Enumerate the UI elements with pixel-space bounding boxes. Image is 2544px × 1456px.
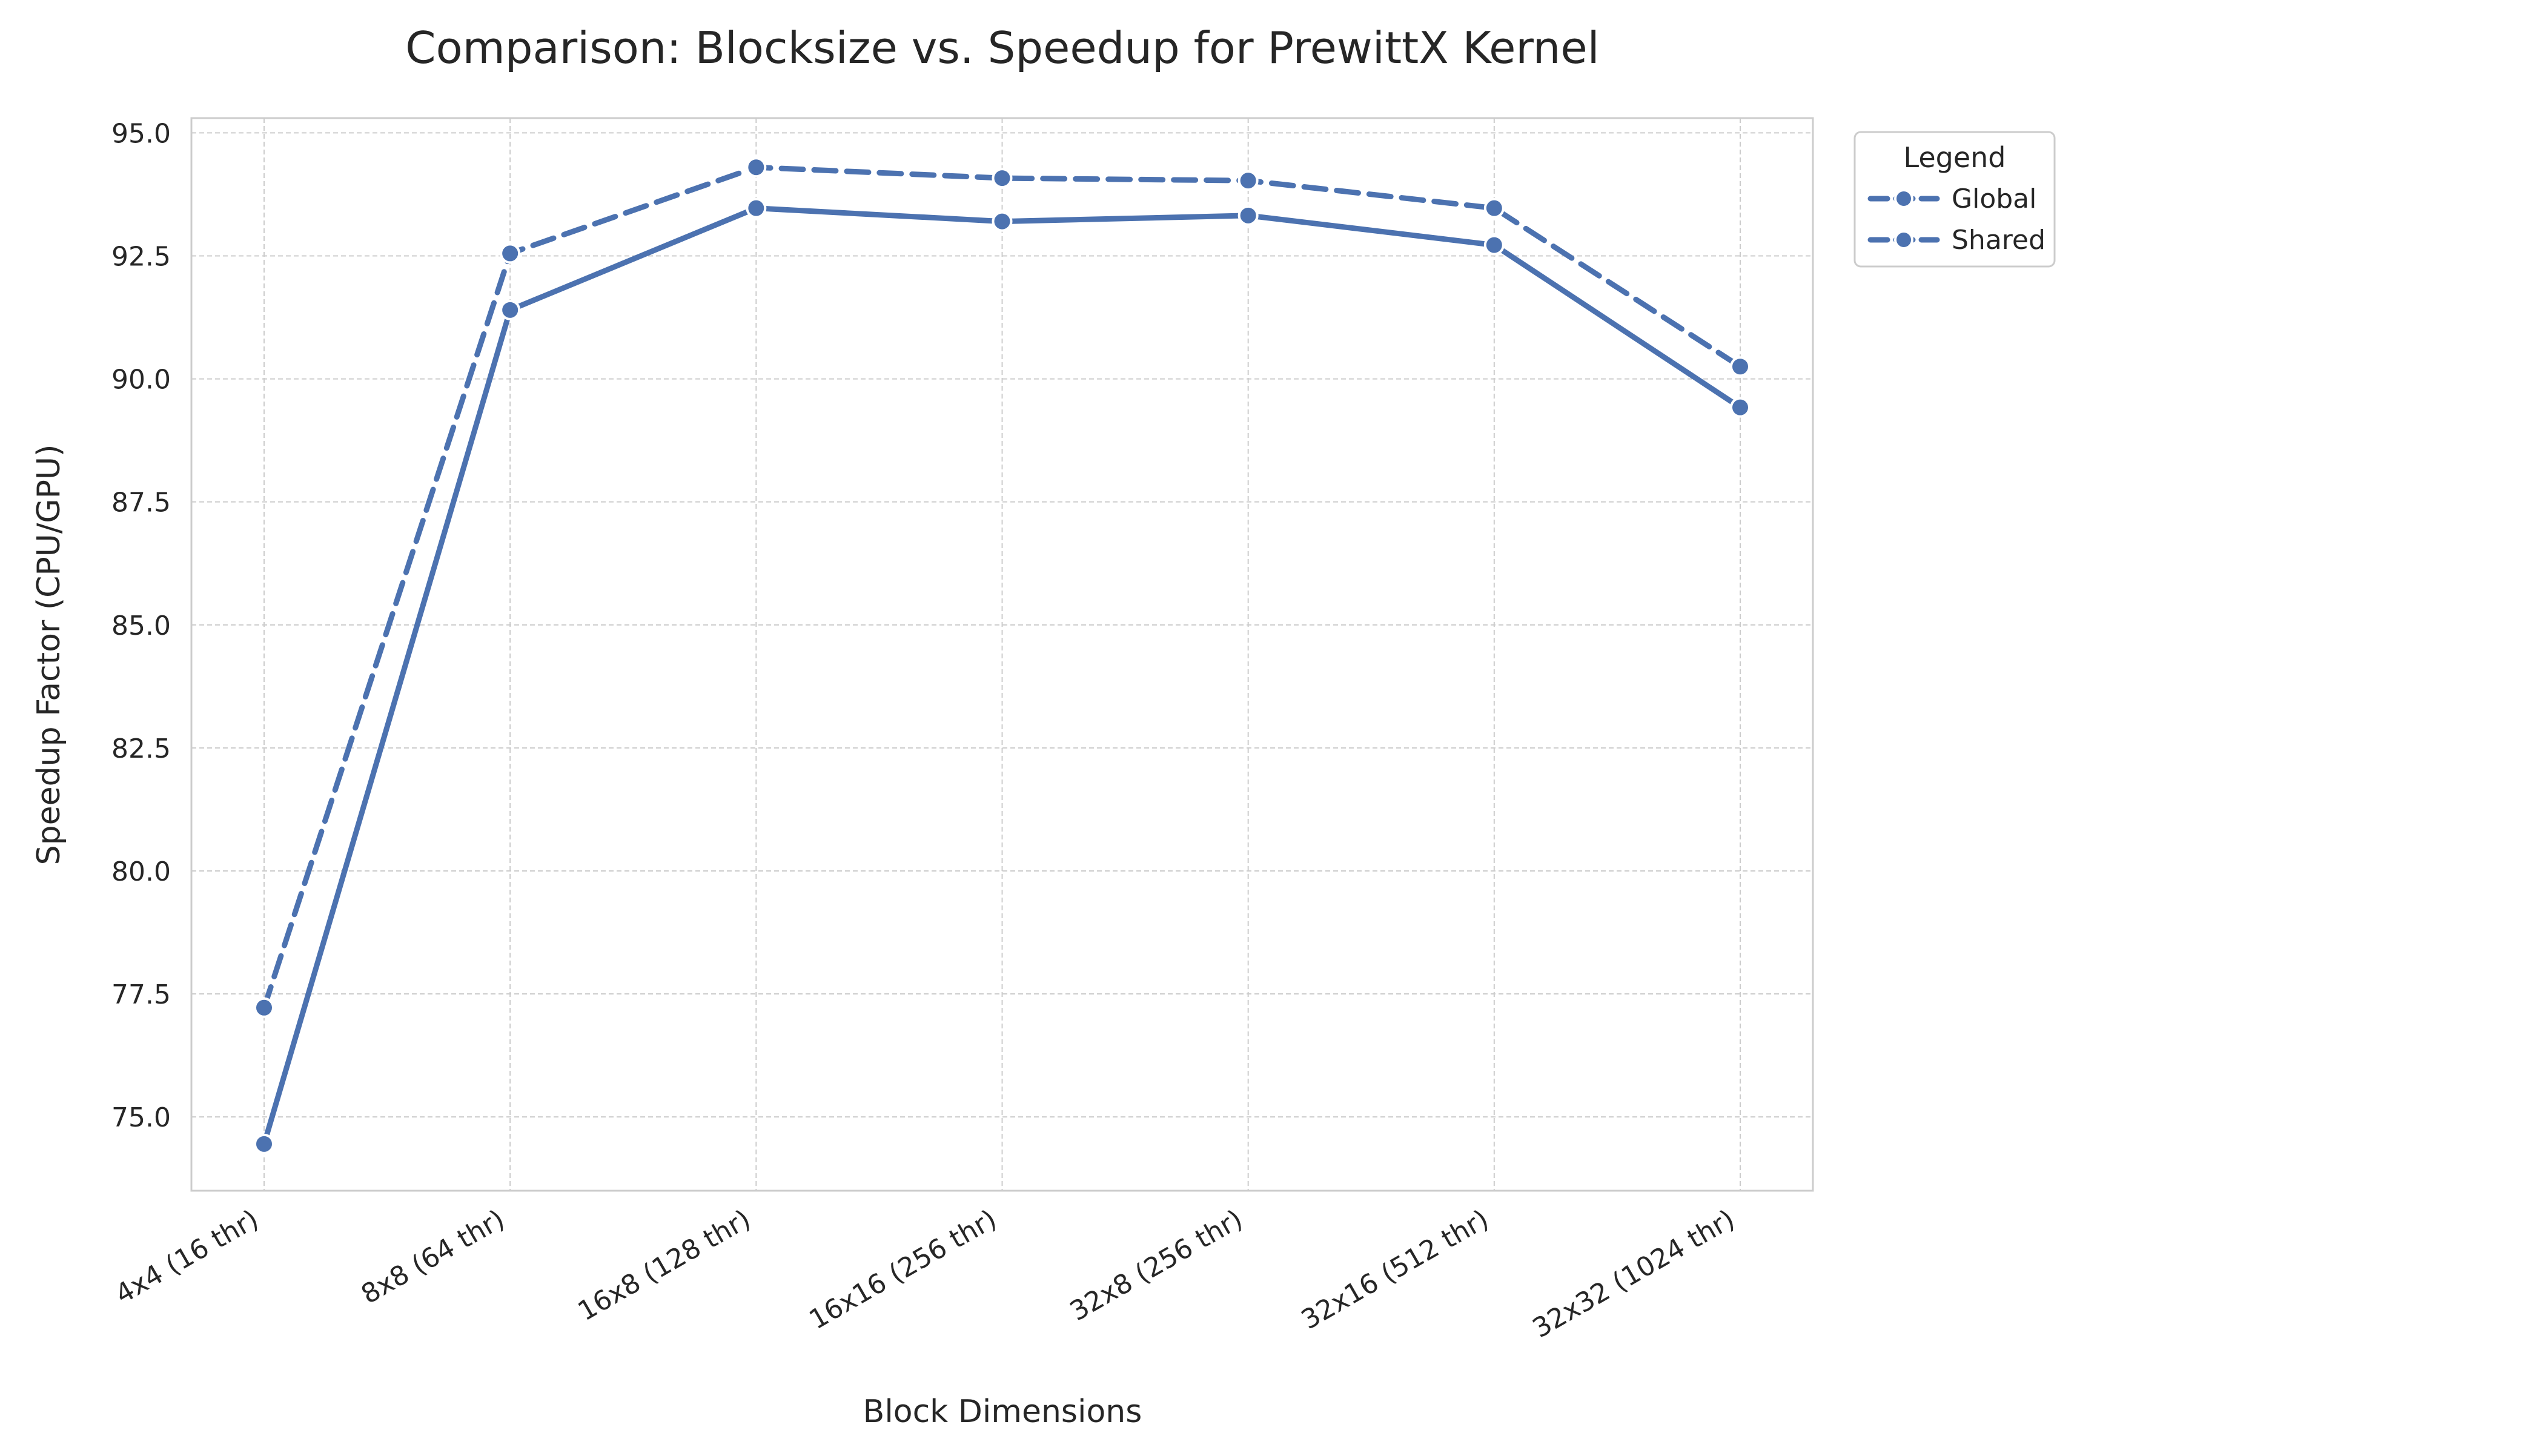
y-tick-label: 75.0 <box>111 1102 171 1133</box>
y-tick-labels: 75.0 77.5 80.0 82.5 85.0 87.5 90.0 92.5 95.0 <box>111 118 171 1133</box>
data-point[interactable] <box>1237 170 1259 191</box>
legend[interactable]: Legend Global Shared <box>1853 131 2056 268</box>
data-point[interactable] <box>992 211 1013 232</box>
x-axis-label: Block Dimensions <box>863 1394 1142 1430</box>
y-axis-label: Speedup Factor (CPU/GPU) <box>31 445 67 865</box>
plot-area-frame <box>190 117 1814 1192</box>
legend-marker-swatch <box>1894 230 1913 250</box>
data-point[interactable] <box>1237 205 1259 226</box>
data-point[interactable] <box>1483 234 1505 256</box>
data-point[interactable] <box>746 157 767 178</box>
y-tick-label: 90.0 <box>111 365 171 395</box>
data-point[interactable] <box>500 243 521 264</box>
y-tick-label: 87.5 <box>111 488 171 518</box>
series-layer <box>254 157 1751 1154</box>
series-global <box>254 197 1751 1154</box>
data-point[interactable] <box>1730 397 1751 418</box>
y-tick-label: 82.5 <box>111 733 171 764</box>
y-tick-label: 80.0 <box>111 856 171 887</box>
data-point[interactable] <box>254 1133 274 1154</box>
data-point[interactable] <box>746 197 767 219</box>
series-shared <box>254 157 1751 1018</box>
data-point[interactable] <box>254 997 274 1018</box>
x-tick-label: 4x4 (16 thr) <box>110 1203 264 1310</box>
data-point[interactable] <box>1730 356 1751 377</box>
y-tick-label: 85.0 <box>111 611 171 641</box>
data-point[interactable] <box>992 168 1013 189</box>
x-tick-label: 32x16 (512 thr) <box>1296 1203 1494 1335</box>
legend-title: Legend <box>1904 141 2006 174</box>
x-tick-labels: 4x4 (16 thr) 8x8 (64 thr) 16x8 (128 thr) 16… <box>110 1203 1740 1344</box>
legend-item-global[interactable]: Global <box>1867 184 2036 214</box>
legend-label: Shared <box>1952 225 2045 256</box>
grid-lines <box>191 118 1813 1191</box>
data-point[interactable] <box>500 299 521 320</box>
x-tick-label: 8x8 (64 thr) <box>356 1203 510 1310</box>
y-tick-label: 92.5 <box>111 241 171 272</box>
chart-title: Comparison: Blocksize vs. Speedup for Pr… <box>405 22 1599 73</box>
x-tick-label: 32x8 (256 thr) <box>1065 1203 1248 1327</box>
x-tick-label: 16x16 (256 thr) <box>804 1203 1002 1335</box>
x-tick-label: 32x32 (1024 thr) <box>1528 1203 1740 1344</box>
y-tick-label: 77.5 <box>111 979 171 1010</box>
legend-item-shared[interactable]: Shared <box>1867 225 2045 256</box>
legend-marker-swatch <box>1894 189 1913 208</box>
legend-label: Global <box>1952 184 2036 214</box>
x-tick-label: 16x8 (128 thr) <box>573 1203 756 1327</box>
data-point[interactable] <box>1483 197 1505 219</box>
y-tick-label: 95.0 <box>111 118 171 149</box>
legend-items: Global Shared <box>1867 184 2045 256</box>
